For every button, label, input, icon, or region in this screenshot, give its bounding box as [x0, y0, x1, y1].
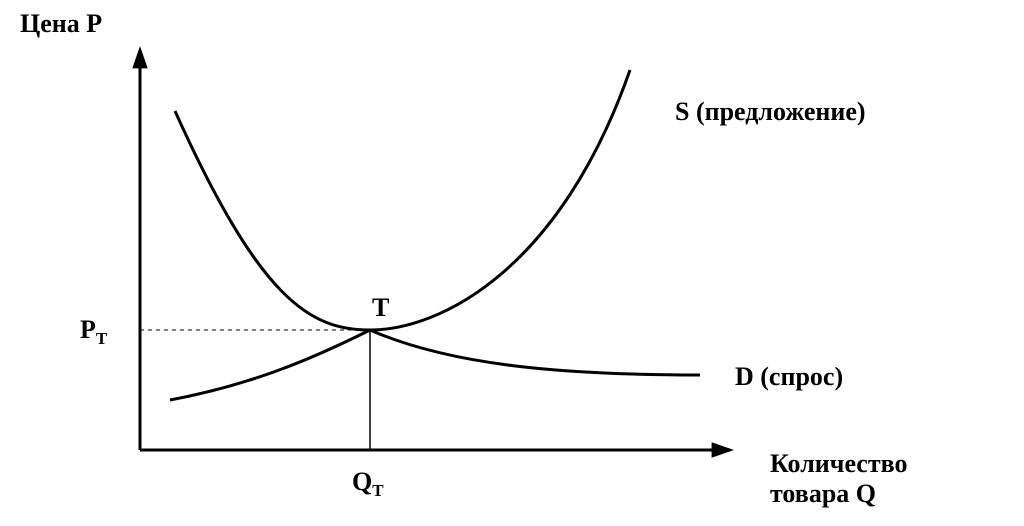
supply-demand-chart: Цена P Количество товара Q S (предложени…	[0, 0, 1024, 526]
equilibrium-point-label: T	[372, 293, 389, 322]
equilibrium-quantity-sub: Т	[372, 481, 384, 500]
x-axis-title-line2: товара Q	[770, 479, 876, 508]
equilibrium-price-sub: Т	[96, 329, 108, 348]
y-axis-title: Цена P	[20, 9, 102, 38]
equilibrium-quantity-main: Q	[352, 467, 372, 496]
demand-label: D (спрос)	[735, 362, 843, 391]
supply-label: S (предложение)	[675, 97, 866, 126]
equilibrium-price-main: P	[80, 315, 96, 344]
x-axis-title-line1: Количество	[770, 449, 907, 478]
